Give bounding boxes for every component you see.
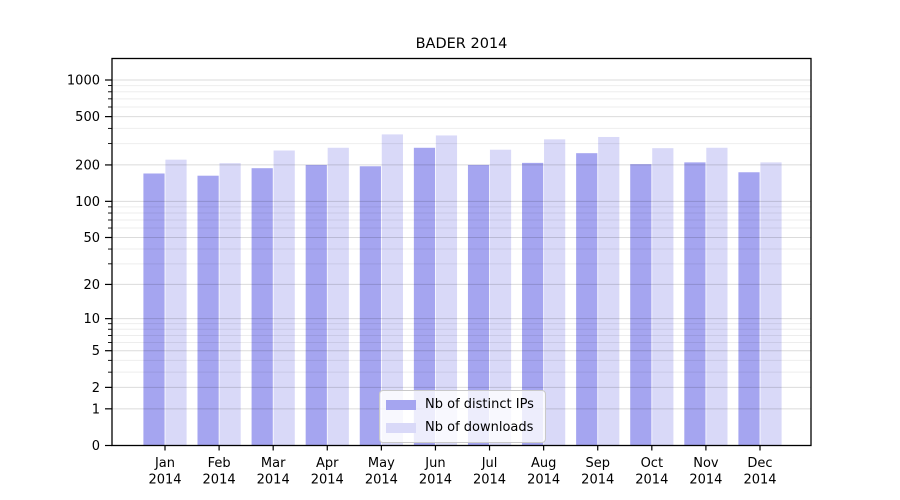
bar-distinct-ips-nov xyxy=(684,162,706,446)
y-tick-label: 100 xyxy=(75,195,100,210)
bar-distinct-ips-sep xyxy=(576,153,598,446)
legend-label-distinct-ips: Nb of distinct IPs xyxy=(425,397,534,412)
bar-distinct-ips-may xyxy=(359,166,381,446)
x-tick-label-year: 2014 xyxy=(581,473,614,488)
x-tick-label-year: 2014 xyxy=(203,473,236,488)
x-tick-label-year: 2014 xyxy=(527,473,560,488)
x-tick-label-month: Apr xyxy=(316,456,339,471)
y-tick-label: 20 xyxy=(83,278,100,293)
bar-downloads-feb xyxy=(219,163,241,446)
x-tick-label-month: Jun xyxy=(424,456,445,471)
bar-downloads-aug xyxy=(544,139,566,446)
bar-downloads-jul xyxy=(489,149,512,446)
bar-downloads-jan xyxy=(165,159,187,446)
x-tick-label-month: Nov xyxy=(693,456,719,471)
bar-downloads-mar xyxy=(273,150,295,446)
x-tick-label-year: 2014 xyxy=(311,473,344,488)
bar-distinct-ips-jan xyxy=(143,173,165,446)
x-tick-label-year: 2014 xyxy=(148,473,181,488)
y-tick-label: 1000 xyxy=(67,74,100,89)
x-tick-label-month: Jul xyxy=(481,456,498,471)
x-tick-label-year: 2014 xyxy=(257,473,290,488)
legend-item-downloads: Nb of downloads xyxy=(386,420,534,435)
x-tick-label-month: May xyxy=(368,456,395,471)
bar-distinct-ips-mar xyxy=(251,168,273,446)
y-tick-label: 10 xyxy=(83,312,100,327)
legend-swatch-downloads xyxy=(386,422,416,433)
x-tick-label-year: 2014 xyxy=(419,473,452,488)
x-tick-label-month: Sep xyxy=(585,456,610,471)
y-tick-label: 200 xyxy=(75,158,100,173)
y-tick-label: 2 xyxy=(92,381,100,396)
bar-downloads-nov xyxy=(706,147,728,446)
x-tick-label-year: 2014 xyxy=(365,473,398,488)
y-tick-label: 5 xyxy=(92,344,100,359)
x-tick-label-year: 2014 xyxy=(689,473,722,488)
y-tick-label: 1 xyxy=(92,402,100,417)
legend-item-distinct-ips: Nb of distinct IPs xyxy=(386,397,534,412)
x-tick-label-month: Aug xyxy=(531,456,556,471)
bar-distinct-ips-jul xyxy=(467,164,490,446)
y-tick-label: 50 xyxy=(83,231,100,246)
x-tick-label-month: Feb xyxy=(208,456,231,471)
bar-distinct-ips-apr xyxy=(305,164,327,446)
chart-title: BADER 2014 xyxy=(415,36,508,52)
x-tick-label-year: 2014 xyxy=(635,473,668,488)
bar-downloads-apr xyxy=(327,147,349,446)
bar-downloads-dec xyxy=(760,162,782,446)
bar-downloads-oct xyxy=(652,148,674,446)
x-tick-label-month: Jan xyxy=(154,456,175,471)
bar-distinct-ips-aug xyxy=(522,162,544,446)
legend-swatch-distinct-ips xyxy=(386,399,416,410)
bar-distinct-ips-feb xyxy=(197,175,219,446)
y-tick-label: 0 xyxy=(92,439,100,454)
bar-distinct-ips-oct xyxy=(630,164,652,446)
x-tick-label-month: Oct xyxy=(641,456,663,471)
bar-downloads-may xyxy=(381,134,403,446)
bar-distinct-ips-jun xyxy=(413,147,436,446)
x-tick-label-month: Dec xyxy=(747,456,772,471)
bar-distinct-ips-dec xyxy=(738,172,760,446)
bar-downloads-jun xyxy=(435,135,458,446)
x-tick-label-month: Mar xyxy=(261,456,286,471)
plot-border xyxy=(111,57,812,447)
y-tick-label: 500 xyxy=(75,110,100,125)
bar-downloads-sep xyxy=(598,136,620,446)
x-tick-label-year: 2014 xyxy=(473,473,506,488)
legend-label-downloads: Nb of downloads xyxy=(425,420,534,435)
x-tick-label-year: 2014 xyxy=(743,473,776,488)
legend: Nb of distinct IPs Nb of downloads xyxy=(379,390,546,443)
